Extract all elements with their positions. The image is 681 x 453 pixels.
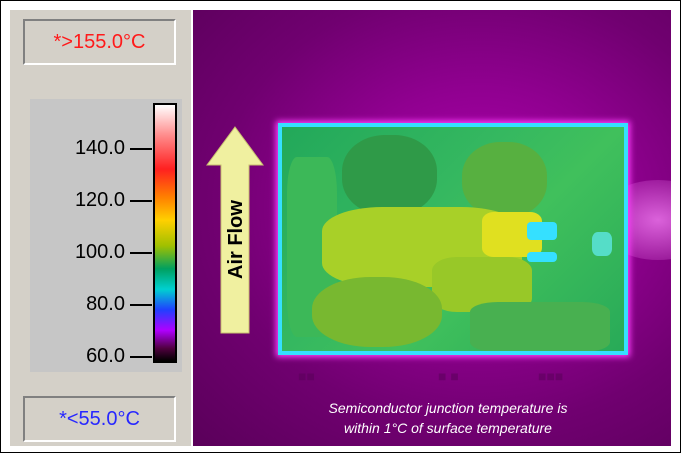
tick-label-80: 80.0 (86, 293, 125, 315)
thermal-region-cool (592, 232, 612, 256)
tick-mark (130, 304, 152, 306)
image-caption: Semiconductor junction temperature is wi… (283, 398, 613, 438)
caption-line-1: Semiconductor junction temperature is (328, 400, 568, 416)
tick-mark (130, 252, 152, 254)
board-silkscreen: ■■ (298, 368, 315, 384)
caption-line-2: within 1°C of surface temperature (344, 420, 552, 436)
board-silkscreen: ■■■ (538, 368, 564, 384)
temperature-scale-panel: *>155.0°C 140.0 120.0 100.0 80.0 60.0 *<… (10, 10, 191, 446)
max-temperature-readout: *>155.0°C (23, 19, 176, 65)
tick-label-140: 140.0 (74, 137, 125, 159)
tick-label-100: 100.0 (74, 241, 125, 263)
thermal-image: Air Flow ■■ ■ ■ ■■■ Semiconductor juncti… (193, 10, 671, 446)
thermal-region (342, 135, 437, 215)
air-flow-label: Air Flow (225, 200, 247, 280)
color-scale: 140.0 120.0 100.0 80.0 60.0 (30, 99, 182, 372)
circuit-board (278, 123, 628, 355)
color-bar (153, 103, 177, 363)
air-flow-arrow-icon (206, 126, 264, 334)
tick-mark (130, 148, 152, 150)
thermal-region (470, 302, 610, 351)
tick-mark (130, 356, 152, 358)
thermal-region-cool (527, 222, 557, 240)
tick-label-120: 120.0 (74, 189, 125, 211)
tick-label-60: 60.0 (86, 345, 125, 367)
board-silkscreen: ■ ■ (438, 368, 459, 384)
thermal-region (462, 142, 547, 217)
tick-mark (130, 200, 152, 202)
min-temperature-readout: *<55.0°C (23, 396, 176, 442)
thermal-region (312, 277, 442, 347)
thermal-region-cool (527, 252, 557, 262)
